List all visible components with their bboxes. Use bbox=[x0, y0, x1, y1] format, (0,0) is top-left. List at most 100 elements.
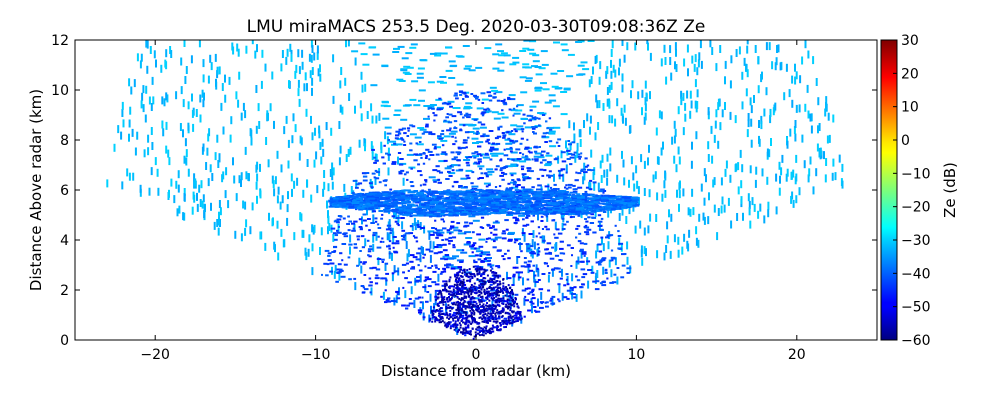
data-point bbox=[626, 42, 629, 51]
data-point bbox=[131, 128, 134, 137]
data-point bbox=[471, 211, 477, 213]
data-point bbox=[626, 271, 630, 274]
data-point bbox=[530, 115, 534, 118]
data-point bbox=[448, 287, 451, 290]
data-point bbox=[561, 160, 567, 163]
data-point bbox=[425, 300, 429, 303]
data-point bbox=[244, 227, 247, 236]
data-point bbox=[460, 290, 462, 292]
data-point bbox=[489, 269, 492, 272]
data-point bbox=[429, 198, 435, 200]
data-point bbox=[492, 305, 495, 307]
data-point bbox=[548, 170, 552, 173]
data-point bbox=[416, 276, 421, 278]
data-point bbox=[541, 114, 546, 116]
data-point bbox=[433, 252, 439, 255]
data-point bbox=[277, 252, 280, 261]
data-point bbox=[207, 178, 210, 187]
data-point bbox=[525, 77, 533, 80]
data-point bbox=[338, 269, 344, 272]
data-point bbox=[714, 120, 717, 129]
data-point bbox=[271, 175, 274, 184]
data-point bbox=[453, 285, 455, 288]
data-point bbox=[471, 275, 474, 278]
data-point bbox=[435, 203, 443, 206]
data-point bbox=[504, 311, 507, 314]
data-point bbox=[825, 101, 827, 110]
data-point bbox=[522, 212, 529, 215]
data-point bbox=[571, 203, 580, 205]
data-point bbox=[587, 204, 596, 207]
data-point bbox=[457, 330, 459, 333]
data-point bbox=[280, 63, 283, 72]
data-point bbox=[501, 116, 509, 119]
data-point bbox=[740, 196, 743, 205]
data-point bbox=[694, 100, 697, 109]
data-point bbox=[388, 233, 391, 242]
data-point bbox=[560, 169, 563, 172]
data-point bbox=[817, 125, 819, 134]
data-point bbox=[437, 296, 440, 299]
data-point bbox=[537, 212, 539, 221]
data-point bbox=[561, 292, 564, 301]
data-point bbox=[473, 118, 478, 121]
data-point bbox=[470, 182, 474, 185]
data-point bbox=[311, 243, 314, 252]
data-point bbox=[575, 293, 578, 302]
data-point bbox=[339, 145, 342, 154]
data-point bbox=[467, 332, 470, 335]
data-point bbox=[406, 178, 409, 181]
data-point bbox=[560, 208, 566, 211]
data-point bbox=[684, 113, 687, 122]
data-point bbox=[527, 309, 532, 312]
data-point bbox=[382, 291, 385, 300]
data-point bbox=[409, 215, 413, 218]
data-point bbox=[218, 211, 220, 220]
data-point bbox=[735, 163, 738, 172]
data-point bbox=[505, 165, 513, 168]
data-point bbox=[413, 153, 419, 156]
data-point bbox=[674, 128, 677, 137]
data-point bbox=[361, 246, 366, 249]
data-point bbox=[490, 238, 498, 241]
data-point bbox=[465, 106, 473, 109]
data-point bbox=[476, 203, 484, 206]
data-point bbox=[308, 53, 311, 62]
data-point bbox=[423, 131, 429, 134]
data-point bbox=[477, 177, 480, 180]
data-point bbox=[428, 132, 433, 135]
data-point bbox=[411, 80, 419, 83]
data-point bbox=[623, 253, 627, 255]
data-point bbox=[481, 295, 484, 298]
data-point bbox=[560, 113, 568, 116]
data-point bbox=[496, 309, 499, 312]
data-point bbox=[443, 135, 451, 138]
data-point bbox=[428, 131, 433, 134]
data-point bbox=[436, 210, 444, 213]
data-point bbox=[429, 154, 435, 156]
data-point bbox=[435, 309, 438, 312]
data-point bbox=[355, 183, 360, 186]
data-point bbox=[439, 290, 442, 293]
data-point bbox=[120, 131, 123, 140]
data-point bbox=[493, 281, 496, 284]
data-point bbox=[552, 303, 555, 305]
data-point bbox=[150, 167, 153, 176]
data-point bbox=[678, 182, 681, 191]
data-point bbox=[569, 208, 577, 211]
data-point bbox=[194, 178, 197, 187]
data-point bbox=[498, 310, 501, 313]
data-point bbox=[493, 228, 498, 231]
data-point bbox=[645, 248, 647, 257]
data-point bbox=[559, 252, 564, 255]
data-point bbox=[515, 128, 523, 131]
data-point bbox=[621, 84, 624, 93]
data-point bbox=[548, 176, 551, 179]
data-point bbox=[480, 288, 483, 291]
data-point bbox=[695, 226, 698, 235]
data-point bbox=[537, 209, 543, 212]
data-point bbox=[549, 128, 553, 131]
data-point bbox=[453, 301, 456, 304]
data-point bbox=[512, 183, 517, 186]
data-point bbox=[806, 84, 809, 93]
